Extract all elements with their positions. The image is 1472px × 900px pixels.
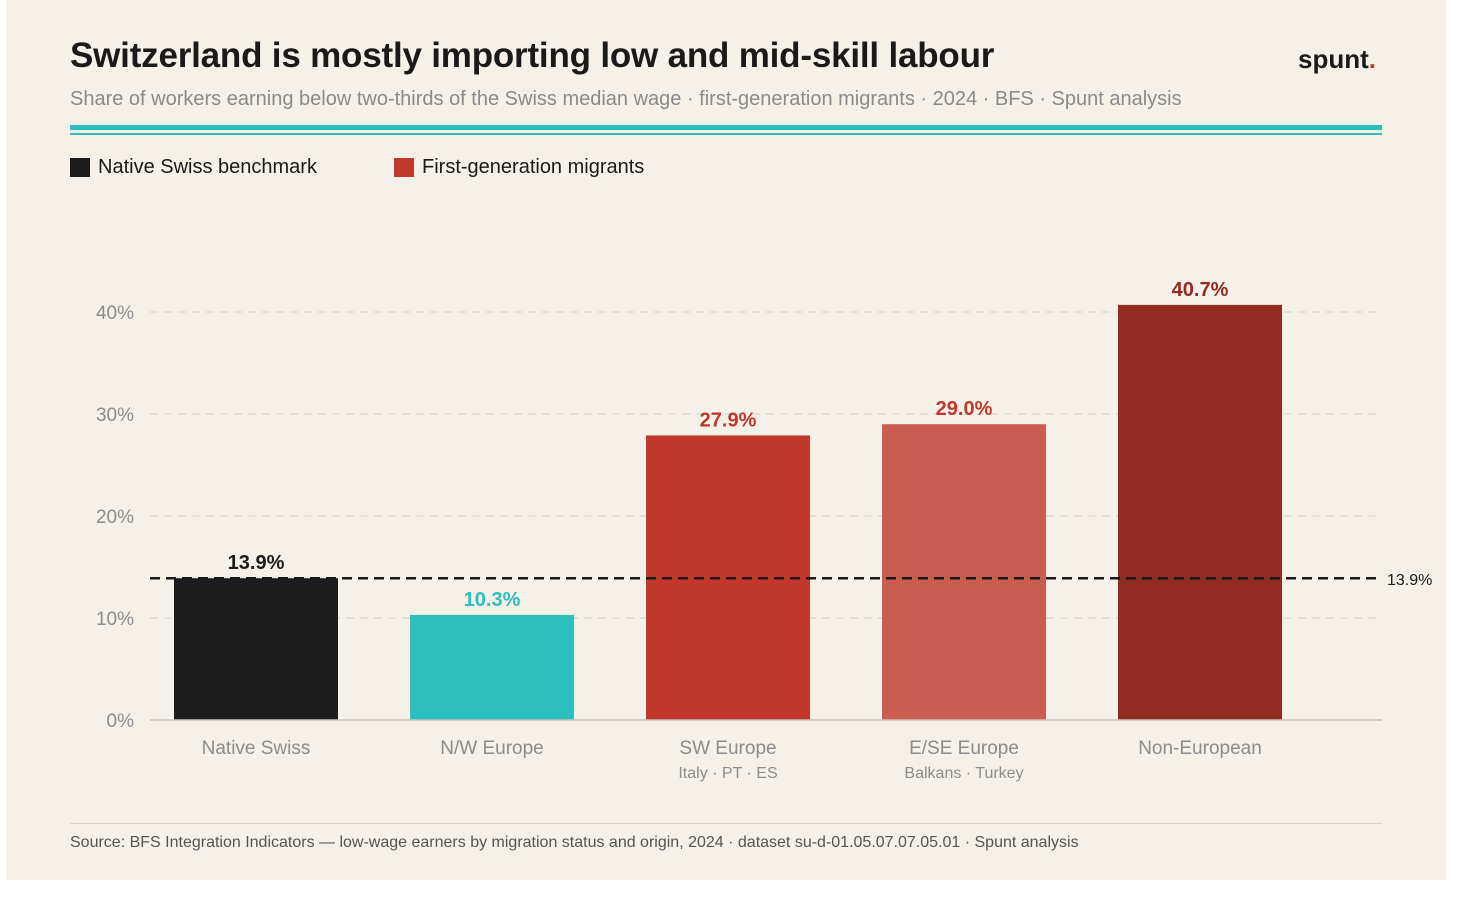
- bar-value-label-0: 13.9%: [228, 552, 285, 574]
- bar-chart: 0% 10% 20% 30% 40% 13.9% Native Swiss 10.3% N/W …: [96, 279, 1432, 782]
- y-tick-label-40: 40%: [96, 303, 134, 324]
- source-note: Source: BFS Integration Indicators — low…: [70, 834, 1079, 851]
- chart-subtitle: Share of workers earning below two-third…: [70, 88, 1182, 110]
- chart-card: Switzerland is mostly importing low and …: [6, 0, 1446, 880]
- x-tick-label-1: N/W Europe: [440, 738, 543, 759]
- footer-rule: [70, 823, 1382, 824]
- chart-title: Switzerland is mostly importing low and …: [70, 36, 995, 75]
- bar-4: [1118, 304, 1282, 720]
- bar-value-label-3: 29.0%: [936, 398, 993, 420]
- bar-0: [174, 578, 338, 720]
- bar-3: [882, 424, 1046, 720]
- x-tick-label-0: Native Swiss: [202, 738, 311, 759]
- header-rule-thick: [70, 125, 1382, 130]
- bar-1: [410, 614, 574, 720]
- y-tick-label-0: 0%: [107, 711, 135, 732]
- reference-line-label: 13.9%: [1387, 572, 1432, 589]
- legend-label-native: Native Swiss benchmark: [98, 156, 317, 178]
- brand-text: spunt: [1298, 44, 1369, 74]
- x-tick-label-2: SW Europe: [679, 738, 776, 759]
- legend-swatch-migrants: [394, 158, 414, 177]
- legend-swatch-native: [70, 158, 90, 177]
- bar-value-label-2: 27.9%: [700, 409, 757, 431]
- x-tick-label-4: Non-European: [1138, 738, 1262, 759]
- header-rule-thin: [70, 133, 1382, 135]
- x-sublabel-2: Italy · PT · ES: [678, 765, 777, 782]
- brand-logo: spunt.: [1298, 44, 1376, 75]
- x-sublabel-3: Balkans · Turkey: [904, 765, 1023, 782]
- x-tick-label-3: E/SE Europe: [909, 738, 1019, 759]
- brand-dot: .: [1368, 44, 1376, 74]
- y-tick-label-30: 30%: [96, 405, 134, 426]
- y-tick-label-10: 10%: [96, 609, 134, 630]
- bar-value-label-4: 40.7%: [1172, 279, 1229, 301]
- bar-value-label-1: 10.3%: [464, 589, 521, 611]
- y-tick-label-20: 20%: [96, 507, 134, 528]
- legend-label-migrants: First-generation migrants: [422, 156, 645, 178]
